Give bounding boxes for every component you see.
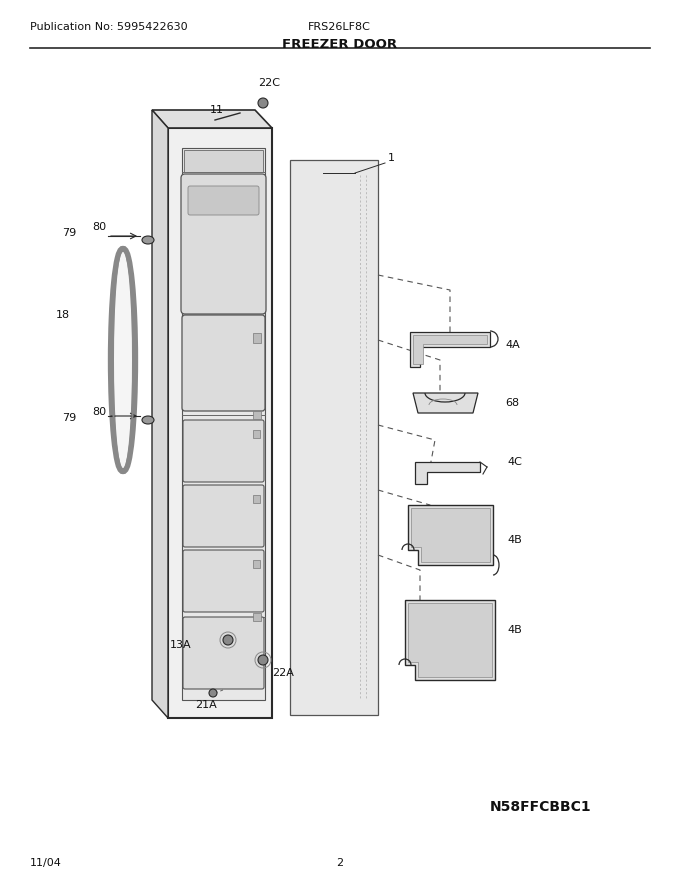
Ellipse shape — [142, 236, 154, 244]
Bar — [294, 164, 374, 711]
Polygon shape — [184, 150, 263, 172]
Polygon shape — [413, 335, 487, 364]
Text: 79: 79 — [62, 413, 76, 423]
Bar — [299, 169, 369, 706]
Text: 1: 1 — [388, 153, 395, 163]
Polygon shape — [408, 505, 493, 565]
Bar — [253, 333, 261, 343]
Polygon shape — [415, 462, 480, 484]
Text: 11/04: 11/04 — [30, 858, 62, 868]
Polygon shape — [168, 128, 272, 718]
Text: 68: 68 — [505, 398, 519, 408]
Bar — [253, 613, 261, 621]
FancyBboxPatch shape — [181, 174, 266, 314]
Polygon shape — [152, 110, 168, 718]
Ellipse shape — [142, 416, 154, 424]
Text: 13A: 13A — [170, 640, 192, 650]
Text: FREEZER DOOR: FREEZER DOOR — [282, 38, 398, 51]
Bar — [253, 560, 260, 568]
Circle shape — [258, 98, 268, 108]
Bar — [253, 495, 260, 503]
Text: 4C: 4C — [507, 457, 522, 467]
FancyBboxPatch shape — [183, 617, 264, 689]
Text: 18: 18 — [56, 310, 70, 320]
Circle shape — [258, 655, 268, 665]
Polygon shape — [152, 110, 272, 128]
Text: 80: 80 — [92, 222, 106, 232]
Text: FRS26LF8C: FRS26LF8C — [308, 22, 371, 32]
Text: 80: 80 — [92, 407, 106, 417]
Bar — [253, 411, 261, 419]
Circle shape — [209, 689, 217, 697]
FancyBboxPatch shape — [183, 550, 264, 612]
FancyBboxPatch shape — [182, 315, 265, 411]
FancyBboxPatch shape — [183, 420, 264, 482]
Polygon shape — [413, 393, 478, 413]
Text: 22C: 22C — [258, 78, 280, 88]
Text: 79: 79 — [62, 228, 76, 238]
Text: 2: 2 — [337, 858, 343, 868]
Text: 21A: 21A — [195, 700, 217, 710]
Polygon shape — [410, 332, 490, 367]
Ellipse shape — [114, 252, 132, 468]
Text: 4B: 4B — [507, 535, 522, 545]
Text: 22A: 22A — [272, 668, 294, 678]
Bar — [253, 430, 260, 438]
FancyBboxPatch shape — [188, 186, 259, 215]
Polygon shape — [408, 603, 492, 677]
FancyBboxPatch shape — [183, 485, 264, 547]
Text: 11: 11 — [210, 105, 224, 115]
Text: Publication No: 5995422630: Publication No: 5995422630 — [30, 22, 188, 32]
Polygon shape — [405, 600, 495, 680]
Polygon shape — [182, 148, 265, 700]
Text: 4A: 4A — [505, 340, 520, 350]
Text: N58FFCBBC1: N58FFCBBC1 — [490, 800, 592, 814]
Polygon shape — [411, 508, 490, 562]
Circle shape — [223, 635, 233, 645]
Text: 4B: 4B — [507, 625, 522, 635]
Bar — [290, 160, 378, 715]
